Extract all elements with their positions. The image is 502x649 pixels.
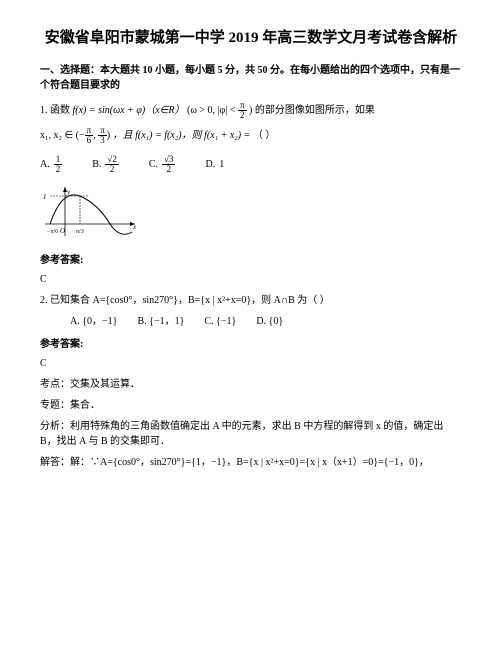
q1-cond: (ω > 0, |φ| < (187, 105, 238, 116)
svg-text:x: x (132, 223, 137, 231)
q2-opt-d: D. {0} (256, 314, 283, 329)
q1-l2a: x₁, x₂ ∈ (− (40, 130, 85, 141)
svg-text:π/3: π/3 (76, 229, 84, 235)
q2-opt-a: A. {0，−1} (70, 314, 117, 329)
frac-pi2: π2 (238, 101, 247, 120)
opt-a-label: A. (40, 157, 50, 172)
frac-sqrt2: √22 (105, 155, 118, 174)
q1-l2d: ，且 f(x₁) = f(x₂)，则 f(x₁ + x₂) = (113, 130, 253, 141)
q2-answer: C (40, 356, 462, 371)
opt-d-label: D. (205, 157, 215, 172)
jieda-label: 解答： (40, 457, 70, 468)
q1-prefix: 1. 函数 (40, 105, 70, 116)
opt-c: C. √32 (149, 155, 176, 174)
q2-stem: 2. 已知集合 A={cos0°，sin270°}，B={x | x²+x=0}… (40, 293, 462, 308)
fenxi: 分析：利用特殊角的三角函数值确定出 A 中的元素，求出 B 中方程的解得到 x … (40, 419, 462, 449)
fenxi-text: 利用特殊角的三角函数值确定出 A 中的元素，求出 B 中方程的解得到 x 的值，… (40, 421, 443, 447)
q2-options: A. {0，−1} B. {−1，1} C. {−1} D. {0} (70, 314, 462, 329)
q1-func: f(x) = sin(ωx + φ)（x∈R） (73, 105, 185, 116)
frac-sqrt3: √32 (162, 155, 175, 174)
q1-suffix: 的部分图像如图所示，如果 (255, 105, 375, 116)
svg-text:1: 1 (43, 193, 47, 201)
frac-half: 12 (54, 155, 63, 174)
svg-text:y: y (66, 188, 71, 196)
q2-opt-b: B. {−1，1} (137, 314, 184, 329)
page-title: 安徽省阜阳市蒙城第一中学 2019 年高三数学文月考试卷含解析 (40, 28, 462, 49)
zhuanti-text: 集合． (70, 400, 100, 411)
zhuanti: 专题：集合． (40, 398, 462, 413)
opt-d: D. 1 (205, 155, 224, 174)
section-heading: 一、选择题：本大题共 10 小题，每小题 5 分，共 50 分。在每小题给出的四… (40, 63, 462, 93)
q2-answer-label: 参考答案: (40, 337, 462, 352)
frac-pi6: π6 (85, 126, 94, 145)
opt-c-label: C. (149, 157, 158, 172)
opt-d-val: 1 (219, 157, 224, 172)
zhuanti-label: 专题： (40, 400, 70, 411)
q1-blank: （ ） (253, 130, 276, 141)
svg-text:−π/6: −π/6 (47, 229, 58, 235)
opt-a: A. 12 (40, 155, 62, 174)
q1-l2c: ) (107, 130, 110, 141)
q1-answer-label: 参考答案: (40, 253, 462, 268)
kaodian: 考点：交集及其运算． (40, 377, 462, 392)
opt-b: B. √22 (92, 155, 119, 174)
opt-b-label: B. (92, 157, 101, 172)
sine-graph: 1 O x y −π/6 π/3 (40, 184, 462, 245)
kaodian-label: 考点： (40, 379, 70, 390)
jieda-text: 解：∵A={cos0°，sin270°}={1，−1}，B={x | x²+x=… (70, 457, 429, 468)
svg-text:O: O (60, 227, 65, 235)
fenxi-label: 分析： (40, 421, 70, 432)
kaodian-text: 交集及其运算． (70, 379, 140, 390)
q2-opt-c: C. {−1} (204, 314, 236, 329)
jieda: 解答：解：∵A={cos0°，sin270°}={1，−1}，B={x | x²… (40, 455, 462, 470)
q1-stem-line1: 1. 函数 f(x) = sin(ωx + φ)（x∈R） (ω > 0, |φ… (40, 101, 462, 120)
q1-stem-line2: x₁, x₂ ∈ (−π6, π3) ，且 f(x₁) = f(x₂)，则 f(… (40, 126, 462, 145)
frac-pi3: π3 (98, 126, 107, 145)
q1-answer: C (40, 272, 462, 287)
q1-options: A. 12 B. √22 C. √32 D. 1 (40, 155, 462, 174)
q1-cond2: ) (247, 105, 253, 116)
